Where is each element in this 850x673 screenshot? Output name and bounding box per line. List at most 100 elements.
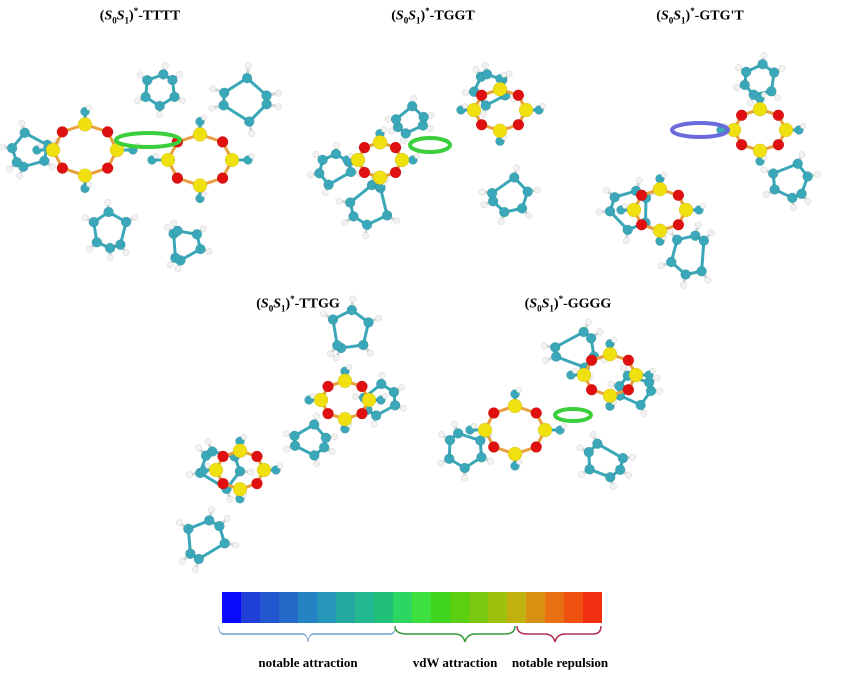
atom: [375, 314, 383, 322]
atom: [282, 430, 290, 438]
atom: [174, 265, 182, 273]
atom: [622, 224, 633, 236]
atom: [152, 152, 160, 160]
atom: [372, 170, 388, 185]
atom: [348, 211, 359, 222]
scale-segment: [507, 592, 526, 623]
atom: [175, 71, 183, 78]
atom: [88, 216, 100, 228]
atom: [205, 247, 213, 255]
atom: [91, 237, 103, 248]
atom: [6, 142, 18, 154]
atom: [169, 219, 177, 227]
atom: [696, 266, 707, 277]
atom: [576, 367, 592, 383]
atom: [191, 566, 199, 573]
atom: [381, 210, 393, 221]
atom: [251, 450, 263, 463]
atom: [167, 74, 178, 86]
atom: [370, 410, 382, 421]
atom: [512, 89, 525, 102]
atom: [480, 110, 487, 118]
atom: [200, 114, 208, 121]
atom: [394, 152, 410, 168]
atom: [461, 102, 469, 110]
atom: [101, 126, 114, 138]
scale-segment: [450, 592, 469, 623]
atom: [406, 100, 418, 112]
atom: [361, 232, 369, 240]
atom: [131, 214, 139, 221]
atom: [475, 118, 488, 131]
atom: [321, 189, 329, 197]
atom: [540, 342, 548, 350]
atom: [409, 95, 417, 103]
atom: [549, 342, 561, 353]
atom: [308, 419, 320, 430]
brace-notable-repulsion: [516, 625, 602, 643]
atom: [438, 431, 446, 439]
atom: [341, 219, 348, 227]
atom: [185, 548, 196, 559]
atom: [437, 460, 445, 468]
atom: [657, 262, 665, 270]
scale-segment: [222, 592, 241, 623]
atom: [261, 90, 272, 101]
atom: [413, 152, 421, 160]
atom: [0, 143, 6, 151]
atom: [622, 383, 635, 396]
atom: [470, 422, 478, 430]
atom: [322, 407, 334, 420]
nci-isosurface: [408, 136, 452, 154]
atom: [778, 64, 786, 72]
atom: [653, 374, 661, 382]
nci-isosurface: [670, 121, 730, 139]
atom: [104, 198, 112, 206]
atom: [577, 471, 585, 478]
atom: [48, 163, 56, 171]
atom: [170, 252, 181, 264]
atom: [322, 380, 334, 393]
atom: [757, 58, 768, 70]
atom: [158, 69, 169, 80]
atom: [193, 553, 205, 565]
atom: [621, 202, 629, 210]
atom: [330, 148, 342, 160]
atom: [216, 136, 229, 148]
atom: [351, 393, 359, 400]
atom: [649, 367, 657, 375]
atom: [16, 172, 24, 180]
atom: [209, 85, 217, 93]
atom: [672, 218, 685, 231]
atom: [320, 310, 328, 318]
nci-isosurface: [553, 407, 593, 423]
atom: [226, 495, 234, 503]
atom: [617, 452, 629, 464]
scale-segment: [583, 592, 602, 623]
atom: [18, 119, 26, 127]
atom: [103, 206, 114, 218]
atom: [418, 111, 429, 123]
atom: [614, 464, 626, 475]
atom: [635, 218, 648, 231]
atom: [217, 477, 229, 490]
atom: [399, 404, 407, 412]
atom: [19, 127, 31, 139]
atom: [345, 166, 357, 178]
atom: [625, 471, 632, 479]
atom: [481, 69, 493, 80]
atom: [739, 79, 751, 91]
atom: [223, 514, 231, 522]
atom: [251, 477, 263, 490]
atom: [216, 172, 229, 184]
atom: [492, 123, 508, 139]
atom: [219, 538, 230, 549]
molecule-gggg: [437, 318, 664, 491]
atom: [234, 466, 246, 477]
atom: [778, 122, 794, 138]
label-notable-repulsion: notable repulsion: [511, 655, 609, 670]
atom: [323, 179, 334, 190]
atom: [679, 281, 687, 289]
panel-title-gggg: (S0S1)*-GGGG: [524, 294, 612, 314]
atom: [363, 317, 374, 328]
